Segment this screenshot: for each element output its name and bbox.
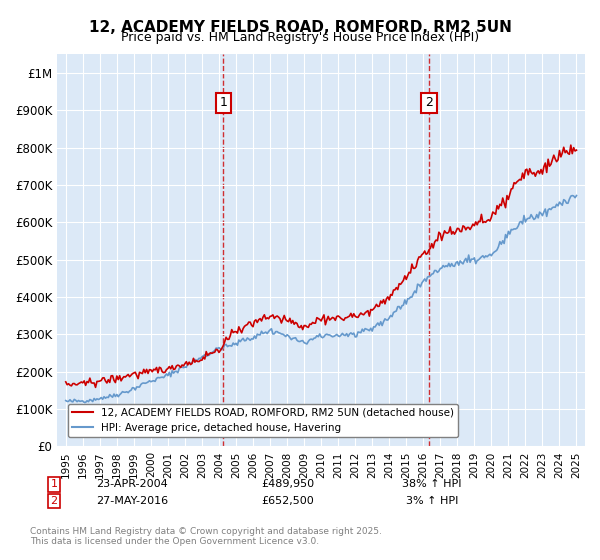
Text: 12, ACADEMY FIELDS ROAD, ROMFORD, RM2 5UN: 12, ACADEMY FIELDS ROAD, ROMFORD, RM2 5U… xyxy=(89,20,511,35)
Legend: 12, ACADEMY FIELDS ROAD, ROMFORD, RM2 5UN (detached house), HPI: Average price, : 12, ACADEMY FIELDS ROAD, ROMFORD, RM2 5U… xyxy=(68,404,458,437)
Text: £652,500: £652,500 xyxy=(262,496,314,506)
Text: Contains HM Land Registry data © Crown copyright and database right 2025.
This d: Contains HM Land Registry data © Crown c… xyxy=(30,526,382,546)
Text: 1: 1 xyxy=(219,96,227,109)
Text: £489,950: £489,950 xyxy=(262,479,314,489)
Text: 2: 2 xyxy=(425,96,433,109)
Text: 3% ↑ HPI: 3% ↑ HPI xyxy=(406,496,458,506)
Text: Price paid vs. HM Land Registry's House Price Index (HPI): Price paid vs. HM Land Registry's House … xyxy=(121,31,479,44)
Text: 38% ↑ HPI: 38% ↑ HPI xyxy=(402,479,462,489)
Text: 27-MAY-2016: 27-MAY-2016 xyxy=(96,496,168,506)
Text: 23-APR-2004: 23-APR-2004 xyxy=(96,479,168,489)
Text: 2: 2 xyxy=(50,496,58,506)
Text: 1: 1 xyxy=(50,479,58,489)
